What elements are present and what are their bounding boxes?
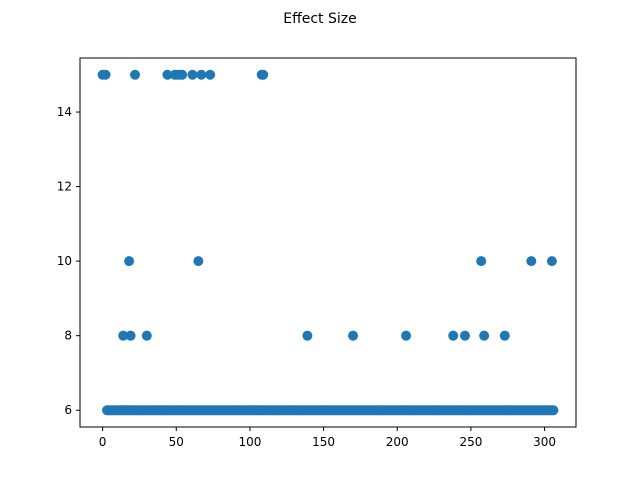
data-point (401, 330, 412, 341)
x-tick-label: 150 (312, 435, 335, 449)
data-point (476, 256, 487, 267)
chart-title: Effect Size (283, 11, 356, 27)
y-tick-label: 14 (57, 105, 72, 119)
x-axis: 0 50 100 150 200 250 300 (99, 427, 556, 449)
data-point (100, 69, 111, 80)
y-tick-label: 8 (64, 329, 72, 343)
x-tick-label: 200 (386, 435, 409, 449)
data-points (97, 69, 559, 416)
data-point (130, 69, 141, 80)
data-point (205, 69, 216, 80)
data-point (124, 256, 135, 267)
data-point (479, 330, 490, 341)
y-tick-label: 10 (57, 254, 72, 268)
y-axis: 6 8 10 12 14 (57, 105, 80, 417)
data-point (448, 330, 459, 341)
plot-frame (79, 57, 577, 428)
data-point (302, 330, 313, 341)
x-tick-label: 300 (533, 435, 556, 449)
data-point (499, 330, 510, 341)
data-point (118, 330, 129, 341)
x-tick-label: 0 (99, 435, 107, 449)
data-point (460, 330, 471, 341)
data-point (177, 69, 188, 80)
data-point (193, 256, 204, 267)
data-point (196, 69, 207, 80)
data-point (162, 69, 173, 80)
data-point (125, 330, 136, 341)
x-tick-label: 250 (459, 435, 482, 449)
data-point-baseline (548, 405, 559, 416)
data-point (546, 256, 557, 267)
y-tick-label: 12 (57, 180, 72, 194)
data-point (348, 330, 359, 341)
data-point (258, 69, 269, 80)
data-point (187, 69, 198, 80)
x-tick-label: 100 (238, 435, 261, 449)
x-tick-label: 50 (169, 435, 184, 449)
y-tick-label: 6 (64, 403, 72, 417)
data-point (526, 256, 537, 267)
data-point (141, 330, 152, 341)
